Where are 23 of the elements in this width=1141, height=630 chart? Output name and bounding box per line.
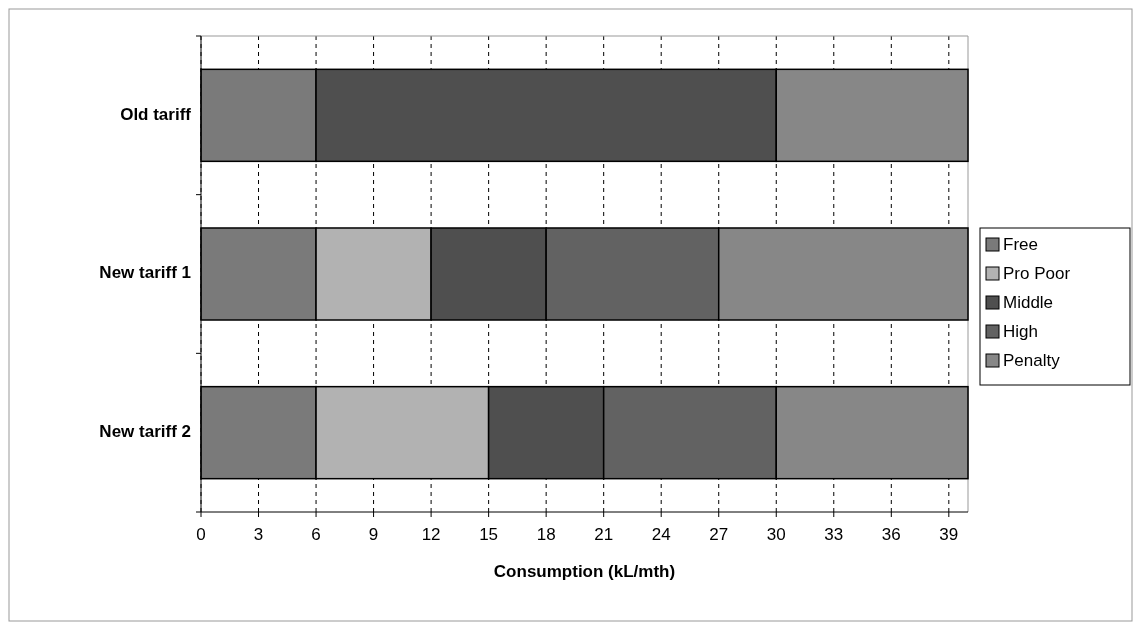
y-tick-label: Old tariff <box>120 104 192 124</box>
x-tick-label: 36 <box>881 525 901 544</box>
x-tick-label: 30 <box>766 525 786 544</box>
x-tick-label: 15 <box>479 525 499 544</box>
legend-label: High <box>1003 322 1038 341</box>
y-tick-label: New tariff 1 <box>99 263 191 283</box>
x-axis-title: Consumption (kL/mth) <box>493 562 676 581</box>
legend-label: Pro Poor <box>1003 264 1071 283</box>
x-tick-label: 0 <box>196 525 206 544</box>
x-tick-label: 39 <box>939 525 959 544</box>
x-tick-label: 3 <box>253 525 264 544</box>
x-tick-label: 6 <box>311 525 321 544</box>
x-tick-label: 18 <box>536 525 556 544</box>
x-tick-label: 12 <box>421 525 441 544</box>
x-tick-label: 21 <box>594 525 614 544</box>
x-tick-label: 9 <box>368 525 379 544</box>
legend-label: Free <box>1003 235 1038 254</box>
legend-label: Middle <box>1003 293 1054 312</box>
legend-label: Penalty <box>1003 351 1061 370</box>
x-tick-label: 33 <box>824 525 844 544</box>
y-tick-label: New tariff 2 <box>99 422 191 442</box>
x-tick-label: 24 <box>651 525 671 544</box>
x-tick-label: 27 <box>709 525 729 544</box>
